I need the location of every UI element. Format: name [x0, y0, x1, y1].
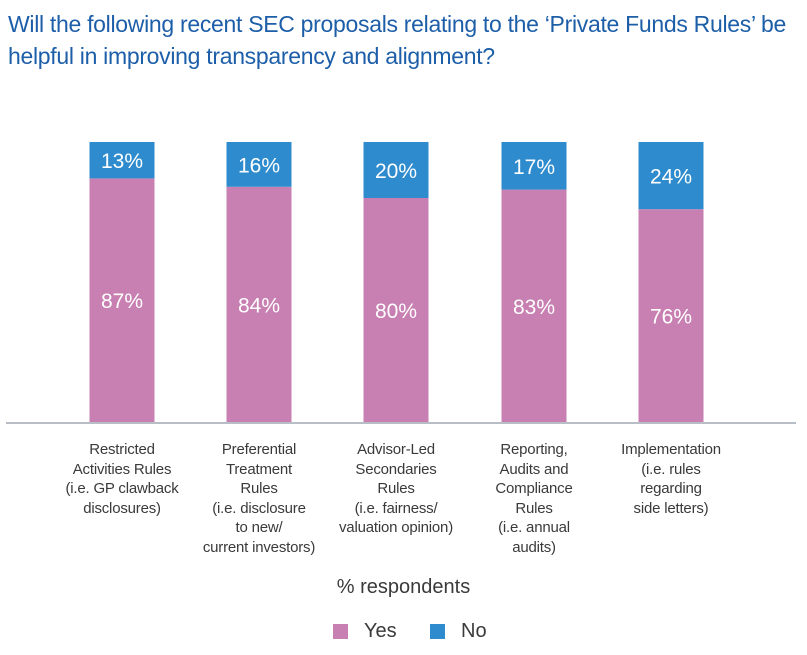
category-label: Advisor-Led Secondaries Rules (i.e. fairnes… — [321, 440, 471, 538]
bar-no-3 — [501, 142, 567, 190]
legend-item-yes: Yes — [333, 620, 397, 643]
category-label-line: Reporting, — [500, 441, 568, 458]
category-label-line: (i.e. rules — [641, 460, 701, 478]
category-label-line: Treatment — [225, 460, 292, 478]
data-label: 17% — [513, 156, 555, 179]
category-label-line: Restricted — [89, 441, 155, 458]
category-label-line: (i.e. GP clawback — [65, 480, 179, 497]
category-label-line: to new/ — [235, 519, 283, 536]
bar-yes-3 — [501, 189, 567, 422]
bar-yes-4 — [638, 209, 704, 422]
category-label: Restricted Activities Rules (i.e. GP clawb… — [47, 440, 197, 518]
data-label: 13% — [101, 150, 143, 173]
category-label-line: (i.e. fairness/ — [354, 499, 438, 517]
category-label-line: current investors) — [202, 538, 316, 556]
category-label-line: Advisor-Led — [357, 441, 435, 458]
bar-no-2 — [363, 142, 429, 198]
data-label: 76% — [650, 306, 692, 329]
data-label: 87% — [101, 290, 143, 313]
category-label-line: Secondaries — [355, 460, 437, 478]
category-label-line: Rules — [377, 480, 415, 497]
chart-title: Will the following recent SEC proposals … — [8, 11, 786, 69]
data-label: 20% — [375, 160, 417, 183]
bar-no-4 — [638, 142, 704, 210]
legend-swatch-no — [430, 624, 445, 639]
legend-label-no: No — [461, 620, 487, 642]
category-label-line: side letters) — [633, 499, 709, 517]
data-label: 80% — [375, 300, 417, 323]
category-label: Preferential Treatment Rules (i.e. disclosu… — [184, 440, 334, 557]
bar-yes-0 — [89, 178, 155, 422]
category-label-line: Rules — [240, 480, 278, 497]
legend-swatch-yes — [333, 624, 348, 639]
legend-item-no: No — [430, 620, 487, 643]
category-label: Implementation (i.e. rules regarding side l… — [596, 440, 746, 518]
legend-label-yes: Yes — [364, 620, 397, 642]
y-axis-label: % respondents — [336, 576, 471, 598]
bar-no-0 — [89, 142, 155, 179]
data-label: 83% — [513, 296, 555, 319]
category-label-line: audits) — [512, 538, 556, 556]
category-label-line: disclosures) — [83, 499, 161, 517]
data-label: 24% — [650, 166, 692, 189]
data-label: 16% — [238, 154, 280, 177]
category-label-line: Compliance — [495, 480, 573, 497]
category-label-line: (i.e. annual — [498, 519, 570, 536]
category-label-line: Preferential — [221, 441, 297, 458]
category-label-line: regarding — [640, 480, 702, 497]
bar-yes-2 — [363, 198, 429, 422]
category-label-line: valuation opinion) — [339, 519, 453, 536]
category-label: Reporting, Audits and Compliance Rules (i.e.… — [459, 440, 609, 557]
category-label-line: (i.e. disclosure — [212, 499, 306, 517]
category-label-line: Activities Rules — [72, 460, 172, 478]
bar-yes-1 — [226, 186, 292, 422]
category-label-line: Rules — [515, 499, 553, 517]
bar-no-1 — [226, 142, 292, 187]
category-label-line: Audits and — [499, 460, 569, 478]
category-label-line: Implementation — [621, 441, 721, 458]
data-label: 84% — [238, 294, 280, 317]
